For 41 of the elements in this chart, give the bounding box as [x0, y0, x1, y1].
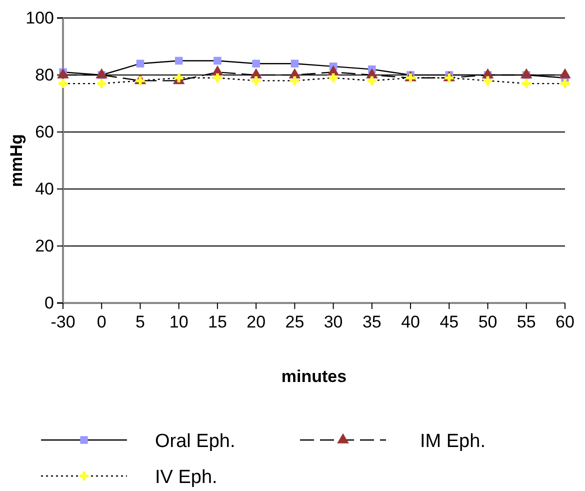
point	[212, 73, 222, 82]
point	[252, 76, 261, 86]
x-tick-label: 0	[96, 312, 106, 332]
x-tick-label: 55	[516, 312, 536, 332]
point	[560, 79, 570, 88]
point	[136, 76, 145, 86]
x-tick-label: 40	[401, 312, 420, 332]
y-tick-label: 60	[35, 122, 54, 142]
y-axis-title: mmHg	[7, 134, 26, 187]
y-tick-label: 40	[35, 179, 54, 198]
y-tick-label: 20	[35, 236, 54, 256]
point	[252, 60, 260, 68]
x-tick-label: 50	[478, 312, 498, 332]
x-tick-label: 20	[246, 312, 266, 332]
point	[214, 56, 222, 65]
x-tick-label: 15	[208, 312, 227, 332]
x-tick-label: 35	[362, 312, 382, 332]
point	[290, 60, 299, 68]
x-tick-label: 45	[440, 312, 459, 332]
legend-label: IV Eph.	[155, 467, 218, 488]
legend-label: Oral Eph.	[155, 431, 236, 452]
x-tick-label: 25	[285, 312, 304, 332]
x-tick-label: 5	[135, 312, 145, 332]
point	[483, 76, 492, 86]
x-axis-title: minutes	[281, 367, 347, 386]
point	[290, 76, 300, 86]
y-tick-label: 0	[44, 293, 54, 312]
point	[136, 60, 144, 68]
point	[97, 79, 106, 88]
point	[522, 79, 531, 88]
y-tick-label: 100	[26, 8, 54, 28]
legend-label: IM Eph.	[420, 431, 486, 452]
x-tick-label: 30	[324, 312, 343, 332]
x-tick-label: -30	[50, 312, 76, 332]
y-tick-label: 80	[35, 65, 54, 84]
x-tick-label: 10	[169, 312, 188, 332]
point	[58, 79, 68, 88]
x-tick-label: 60	[556, 312, 574, 332]
point	[174, 56, 183, 65]
point	[367, 76, 376, 86]
point	[328, 73, 338, 82]
